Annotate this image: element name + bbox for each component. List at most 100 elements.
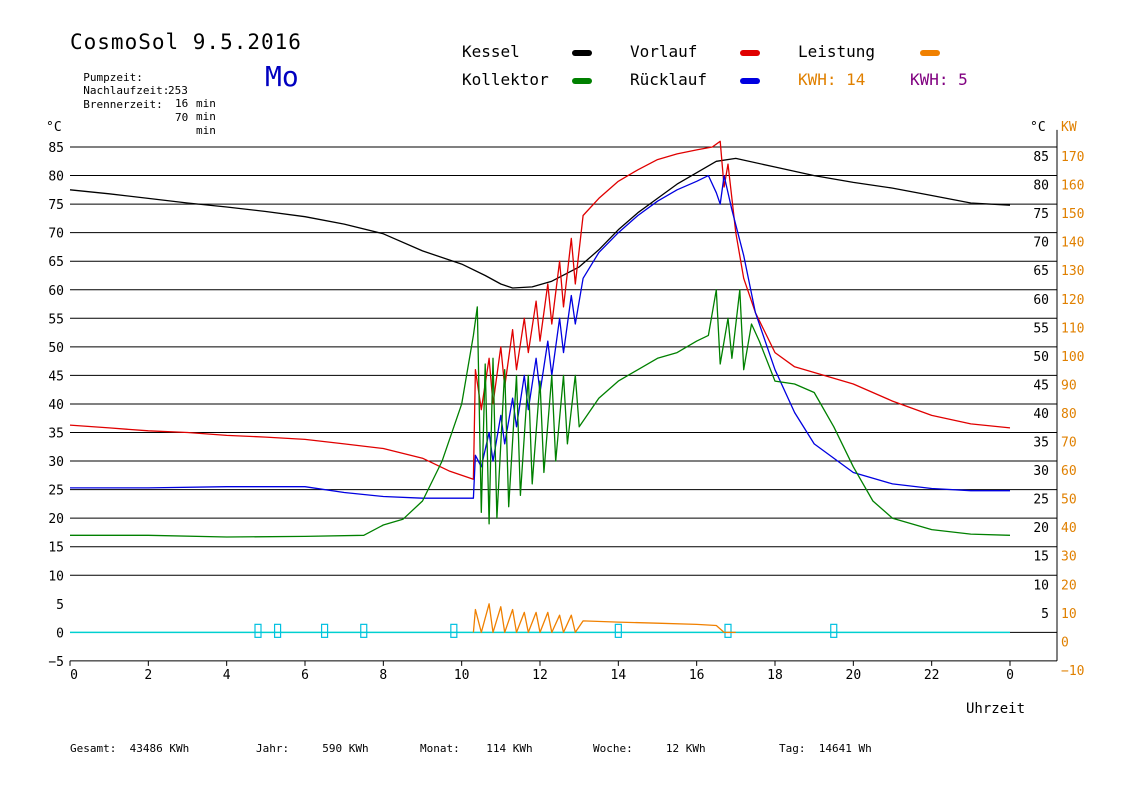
y-tick-label-left: 70 xyxy=(48,227,64,242)
y-unit-right-temp: °C xyxy=(1030,120,1046,135)
y-tick-label-right: 25 xyxy=(1033,493,1049,508)
legend-vorlauf-label: Vorlauf xyxy=(630,42,698,61)
footer-label: Jahr: xyxy=(256,742,290,755)
y-tick-label-left: 65 xyxy=(48,255,64,270)
y-tick-label-left: 45 xyxy=(48,369,64,384)
info-value: 70 xyxy=(175,111,189,124)
x-tick-label: 18 xyxy=(767,668,783,683)
footer-monat: Monat: 114 KWh xyxy=(420,742,533,755)
y-tick-label-left: −5 xyxy=(48,655,64,670)
y-tick-label-right: 35 xyxy=(1033,436,1049,451)
legend-leistung-swatch xyxy=(920,50,940,56)
legend-kessel-swatch xyxy=(572,50,592,56)
kwh-value: 14 xyxy=(846,70,866,89)
axes xyxy=(69,129,1058,666)
y-tick-label-left: 10 xyxy=(48,569,64,584)
y-tick-label-left: 50 xyxy=(48,341,64,356)
pump-marker xyxy=(614,623,622,638)
y-tick-label-right: 80 xyxy=(1033,179,1049,194)
y-tick-label-left: 35 xyxy=(48,427,64,442)
series-lines xyxy=(69,140,1011,634)
x-tick-label: 4 xyxy=(223,668,231,683)
y-tick-label-kw: 10 xyxy=(1061,607,1077,622)
y-tick-label-kw: 150 xyxy=(1061,207,1084,222)
y-tick-label-kw: 70 xyxy=(1061,436,1077,451)
y-tick-label-right: 60 xyxy=(1033,293,1049,308)
info-brennerzeit: Brennerzeit: 70 min xyxy=(70,85,216,137)
x-tick-label: 0 xyxy=(1006,668,1014,683)
legend-leistung-label: Leistung xyxy=(798,42,876,61)
pump-markers xyxy=(254,623,838,638)
footer-label: Gesamt: xyxy=(70,742,117,755)
y-tick-label-kw: 110 xyxy=(1061,321,1084,336)
y-tick-label-left: 20 xyxy=(48,512,64,527)
y-tick-label-left: 75 xyxy=(48,198,64,213)
y-tick-label-kw: 160 xyxy=(1061,179,1084,194)
info-label: Nachlaufzeit: xyxy=(83,84,170,97)
y-tick-label-kw: 100 xyxy=(1061,350,1084,365)
footer-value: 43486 KWh xyxy=(129,742,190,755)
y-tick-label-kw: 120 xyxy=(1061,293,1084,308)
y-tick-label-right: 75 xyxy=(1033,207,1049,222)
pump-marker xyxy=(273,623,282,638)
legend-kessel-label: Kessel xyxy=(462,42,520,61)
legend-kollektor-swatch xyxy=(572,78,592,84)
info-label: Pumpzeit: xyxy=(83,71,143,84)
footer-value: 14641 Wh xyxy=(818,742,872,755)
weekday-label: Mo xyxy=(265,60,299,93)
y-tick-label-kw: 0 xyxy=(1061,635,1069,650)
y-tick-label-kw: 40 xyxy=(1061,521,1077,536)
x-tick-label: 2 xyxy=(144,668,152,683)
y-tick-label-left: 60 xyxy=(48,284,64,299)
pump-marker xyxy=(320,623,329,638)
y-tick-label-kw: 130 xyxy=(1061,264,1084,279)
y-unit-right-kw: KW xyxy=(1061,120,1077,135)
footer-label: Woche: xyxy=(593,742,633,755)
footer-jahr: Jahr: 590 KWh xyxy=(256,742,369,755)
x-tick-label: 20 xyxy=(846,668,862,683)
footer-label: Monat: xyxy=(420,742,460,755)
x-axis-label: Uhrzeit xyxy=(966,701,1026,717)
y-tick-label-right: 85 xyxy=(1033,150,1049,165)
y-tick-label-right: 55 xyxy=(1033,321,1049,336)
y-tick-label-left: 40 xyxy=(48,398,64,413)
x-tick-label: 12 xyxy=(532,668,548,683)
footer-tag: Tag: 14641 Wh xyxy=(779,742,872,755)
y-tick-label-left: 0 xyxy=(56,626,64,641)
x-tick-label: 16 xyxy=(689,668,705,683)
pump-marker xyxy=(360,623,368,638)
x-tick-label: 14 xyxy=(611,668,627,683)
series-line-leistung xyxy=(472,603,736,634)
y-tick-label-kw: 170 xyxy=(1061,150,1084,165)
y-tick-label-kw: 80 xyxy=(1061,407,1077,422)
y-tick-label-left: 80 xyxy=(48,170,64,185)
info-value: 253 xyxy=(168,84,188,97)
footer-value: 12 KWh xyxy=(665,742,706,755)
y-unit-left: °C xyxy=(46,120,62,135)
y-tick-label-left: 25 xyxy=(48,484,64,499)
x-tick-label: 8 xyxy=(379,668,387,683)
y-tick-label-kw: 20 xyxy=(1061,578,1077,593)
series-line-kessel xyxy=(69,157,1011,289)
footer-gesamt: Gesamt: 43486 KWh xyxy=(70,742,189,755)
footer-woche: Woche: 12 KWh xyxy=(593,742,706,755)
pump-marker xyxy=(254,623,262,638)
y-tick-label-kw: 90 xyxy=(1061,378,1077,393)
y-tick-label-kw: 30 xyxy=(1061,550,1077,565)
x-tick-label: 6 xyxy=(301,668,309,683)
info-label: Brennerzeit: xyxy=(83,98,163,111)
info-unit: min xyxy=(196,97,216,110)
kwh-value: 5 xyxy=(958,70,968,89)
legend-kwh-burner: KWH: 5 xyxy=(910,70,968,89)
y-tick-label-left: 85 xyxy=(48,141,64,156)
y-tick-label-left: 5 xyxy=(56,598,64,613)
pump-marker xyxy=(450,623,458,638)
footer-value: 114 KWh xyxy=(486,742,533,755)
y-tick-label-kw: 140 xyxy=(1061,236,1084,251)
legend-kwh-solar: KWH: 14 xyxy=(798,70,865,89)
info-unit: min xyxy=(196,110,216,123)
y-tick-label-right: 30 xyxy=(1033,464,1049,479)
y-tick-label-kw: −10 xyxy=(1061,664,1084,679)
series-line-kollektor xyxy=(70,289,1011,538)
